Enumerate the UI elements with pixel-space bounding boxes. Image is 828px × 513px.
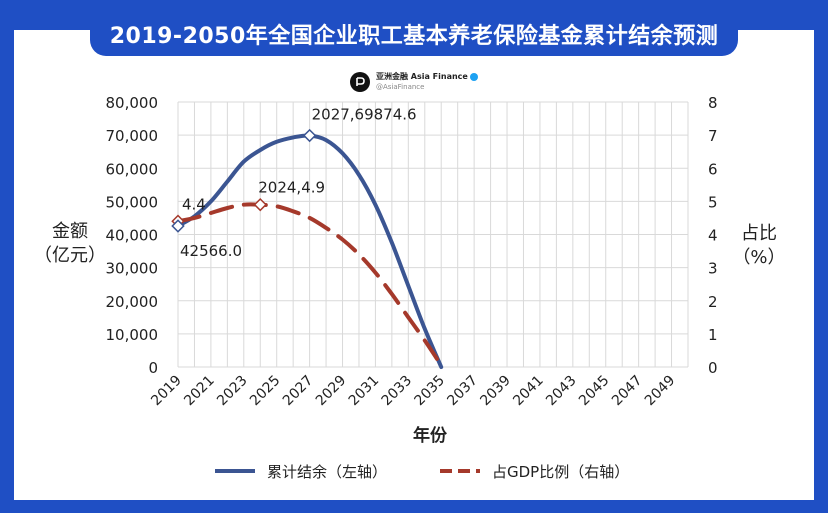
x-tick-label: 2043 [543,373,580,410]
x-tick-label: 2031 [346,373,383,410]
y-left-tick-label: 40,000 [106,227,159,245]
y-right-tick-label: 6 [708,160,718,178]
legend-item-balance: 累计结余（左轴） [215,460,387,482]
y-left-tick-label: 0 [148,359,158,377]
annotation-label: 2027,69874.6 [312,106,417,124]
x-tick-label: 2021 [181,373,218,410]
annotation-marker [253,197,267,212]
y-left-tick-label: 50,000 [106,193,159,211]
y-left-axis-label: 金额 （亿元） [30,220,110,268]
y-left-label-line2: （亿元） [34,245,106,266]
y-left-label-line1: 金额 [52,221,88,242]
y-right-tick-label: 4 [708,227,718,245]
x-tick-label: 2035 [412,373,449,410]
x-tick-label: 2049 [642,373,679,410]
x-tick-label: 2029 [313,373,350,410]
verified-icon [469,72,478,81]
x-tick-label: 2027 [280,373,317,410]
y-left-tick-label: 30,000 [106,260,159,278]
y-left-tick-label: 10,000 [106,326,159,344]
y-right-tick-label: 3 [708,260,718,278]
x-tick-label: 2047 [609,373,646,410]
y-right-tick-label: 7 [708,127,718,145]
y-right-tick-label: 2 [708,293,718,311]
annotation-marker [302,128,317,143]
chart-title: 2019-2050年全国企业职工基本养老保险基金累计结余预测 [109,24,719,49]
x-tick-label: 2033 [379,373,416,410]
x-tick-label: 2045 [576,373,613,410]
x-tick-label: 2025 [247,373,284,410]
series-line-gdp-ratio [176,202,444,368]
legend-item-gdp-ratio: 占GDP比例（右轴） [440,460,629,482]
x-axis-label: 年份 [413,426,447,446]
chart-panel [14,30,814,500]
annotation-label: 42566.0 [180,242,242,260]
annotation-label: 2024,4.9 [258,179,325,197]
title-banner: 2019-2050年全国企业职工基本养老保险基金累计结余预测 [90,12,738,56]
legend-label-balance: 累计结余（左轴） [267,462,388,481]
legend-label-gdp-ratio: 占GDP比例（右轴） [492,462,630,481]
x-tick-label: 2039 [477,373,514,410]
x-tick-label: 2023 [214,373,251,410]
y-right-tick-label: 0 [708,359,718,377]
x-tick-label: 2037 [444,373,481,410]
brand-logo-icon [350,72,370,92]
annotation-label: 4.4 [182,195,206,213]
y-right-tick-label: 8 [708,94,718,112]
y-right-label-line1: 占比 [741,223,777,244]
legend-swatch-balance [215,469,255,473]
y-right-label-line2: （%） [732,247,786,268]
y-left-tick-label: 70,000 [106,127,159,145]
x-tick-label: 2041 [510,373,547,410]
x-tick-label: 2019 [148,373,185,410]
brand-watermark: 亚洲金融 Asia Finance @AsiaFinance [350,70,478,94]
brand-handle: @AsiaFinance [376,83,425,91]
y-right-axis-label: 占比 （%） [724,222,794,270]
y-left-tick-label: 20,000 [106,293,159,311]
annotation-marker [171,219,185,233]
y-right-tick-label: 5 [708,193,718,211]
legend-swatch-gdp-ratio [440,469,480,473]
y-left-tick-label: 60,000 [106,160,159,178]
brand-name: 亚洲金融 Asia Finance [376,72,468,81]
y-left-tick-label: 80,000 [106,94,159,112]
y-right-tick-label: 1 [708,326,718,344]
